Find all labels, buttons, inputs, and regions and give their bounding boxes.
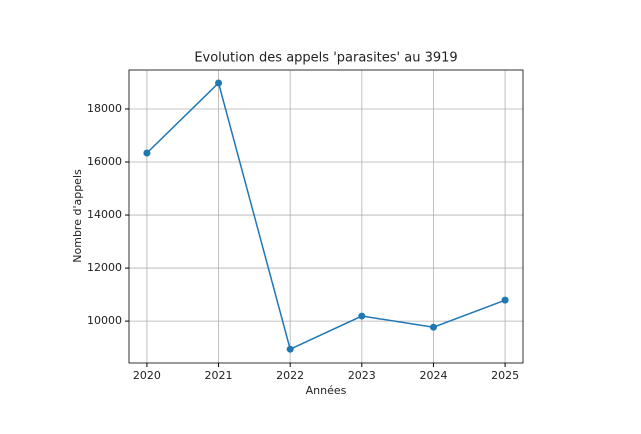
- x-tick-label: 2023: [348, 369, 376, 382]
- y-tick-label: 14000: [87, 208, 122, 221]
- plot-frame: [128, 69, 524, 364]
- data-line: [146, 81, 506, 351]
- y-axis-label: Nombre d'appels: [71, 169, 84, 263]
- y-tick-label: 10000: [87, 314, 122, 327]
- data-point: [286, 345, 294, 353]
- y-tick-label: 16000: [87, 155, 122, 168]
- x-tick-label: 2024: [419, 369, 447, 382]
- chart-title: Evolution des appels 'parasites' au 3919: [194, 51, 457, 66]
- data-point: [429, 323, 437, 331]
- x-tick-label: 2022: [276, 369, 304, 382]
- x-tick-label: 2021: [205, 369, 233, 382]
- data-point: [143, 149, 151, 157]
- data-point: [501, 296, 509, 304]
- y-tick-label: 12000: [87, 261, 122, 274]
- data-point: [358, 312, 366, 320]
- data-point: [215, 79, 223, 87]
- x-axis-label: Années: [306, 384, 347, 397]
- x-tick-label: 2025: [491, 369, 519, 382]
- y-tick-label: 18000: [87, 102, 122, 115]
- x-tick-label: 2020: [133, 369, 161, 382]
